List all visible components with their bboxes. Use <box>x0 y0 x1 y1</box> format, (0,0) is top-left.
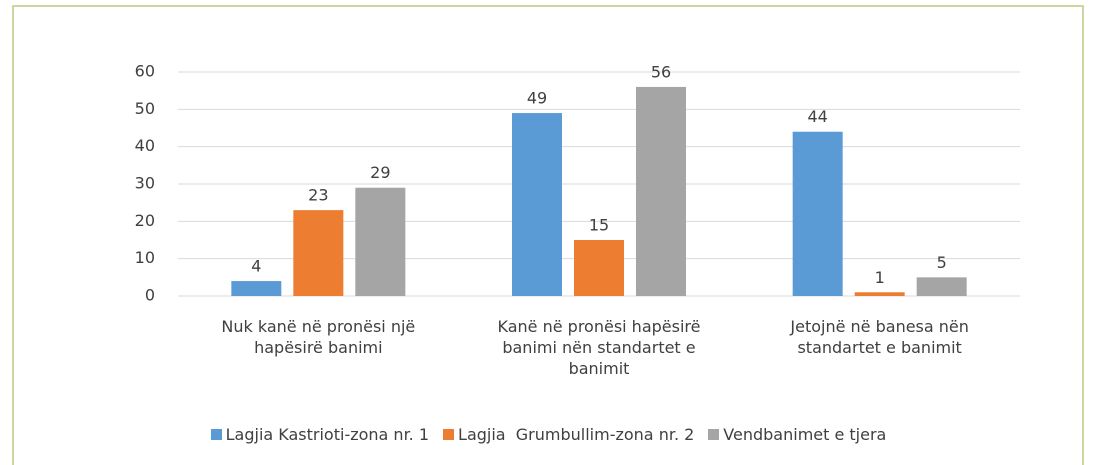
legend-label: Lagjia Grumbullim-zona nr. 2 <box>458 425 695 444</box>
bar <box>355 187 406 296</box>
legend-item: Vendbanimet e tjera <box>708 425 886 444</box>
data-label: 15 <box>589 216 609 235</box>
y-tick-label: 0 <box>145 286 155 305</box>
bar <box>854 292 905 296</box>
x-tick-label: Jetojnë në banesa nën standartet e banim… <box>790 317 969 357</box>
data-label: 49 <box>527 89 547 108</box>
frame <box>12 5 1084 465</box>
legend-label: Lagjia Kastrioti-zona nr. 1 <box>225 425 430 444</box>
y-tick-label: 20 <box>135 211 155 230</box>
bar <box>231 281 282 296</box>
legend-swatch <box>708 429 720 440</box>
bar <box>916 277 967 296</box>
y-tick-label: 30 <box>135 174 155 193</box>
data-label: 56 <box>651 62 671 81</box>
data-label: 29 <box>370 163 390 182</box>
bar <box>574 240 624 296</box>
legend-swatch <box>443 429 455 440</box>
x-tick-label: Kanë në pronësi hapësirë banimi nën stan… <box>497 317 701 378</box>
y-tick-label: 50 <box>135 99 155 118</box>
y-tick-label: 40 <box>135 136 155 155</box>
legend: Lagjia Kastrioti-zona nr. 1 Lagjia Grumbu… <box>0 425 1097 444</box>
y-tick-label: 10 <box>135 248 155 267</box>
bar <box>636 86 686 296</box>
bar <box>792 131 843 296</box>
data-label: 4 <box>251 257 261 276</box>
data-label: 44 <box>807 107 827 126</box>
legend-item: Lagjia Grumbullim-zona nr. 2 <box>443 425 694 444</box>
bar <box>512 113 562 296</box>
legend-swatch <box>210 429 222 440</box>
y-tick-label: 60 <box>135 62 155 81</box>
data-label: 23 <box>308 186 328 205</box>
data-label: 1 <box>875 268 885 287</box>
legend-label: Vendbanimet e tjera <box>723 425 887 444</box>
data-label: 5 <box>937 253 947 272</box>
legend-item: Lagjia Kastrioti-zona nr. 1 <box>210 425 430 444</box>
bar <box>293 210 344 296</box>
x-tick-label: Nuk kanë në pronësi një hapësirë banimi <box>221 317 416 357</box>
